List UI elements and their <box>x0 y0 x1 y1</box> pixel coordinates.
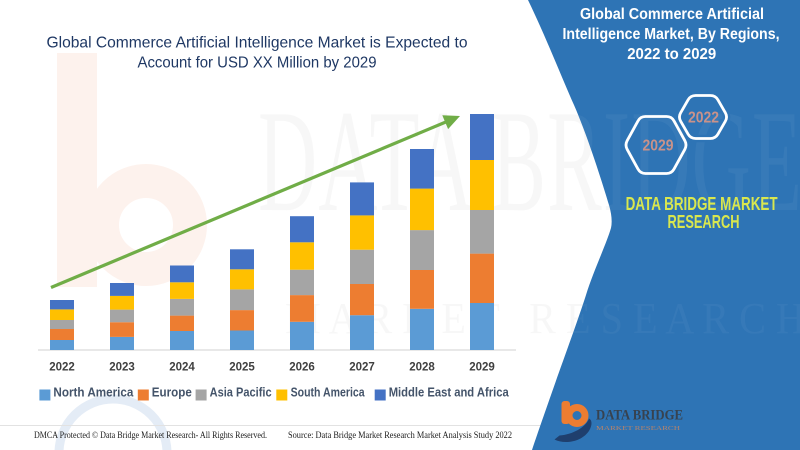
svg-text:DATA BRIDGE MARKET: DATA BRIDGE MARKET <box>626 194 778 214</box>
svg-text:2026: 2026 <box>289 362 315 374</box>
svg-text:DATA BRIDGE: DATA BRIDGE <box>596 408 683 424</box>
svg-text:Global Commerce Artificial: Global Commerce Artificial <box>580 6 764 23</box>
svg-text:RESEARCH: RESEARCH <box>668 212 740 232</box>
svg-text:2022: 2022 <box>688 110 719 127</box>
svg-text:North America: North America <box>53 385 134 400</box>
svg-text:Source: Data Bridge Market Res: Source: Data Bridge Market Research Mark… <box>288 430 512 440</box>
svg-text:Global Commerce Artificial Int: Global Commerce Artificial Intelligence … <box>47 35 468 52</box>
svg-text:2022 to 2029: 2022 to 2029 <box>627 46 716 63</box>
svg-text:Europe: Europe <box>152 385 192 400</box>
svg-text:2023: 2023 <box>109 362 135 374</box>
svg-text:2022: 2022 <box>49 362 75 374</box>
svg-text:2029: 2029 <box>643 138 674 155</box>
svg-text:DMCA Protected © Data Bridge M: DMCA Protected © Data Bridge Market Rese… <box>34 430 267 440</box>
svg-text:Account for USD XX Million by: Account for USD XX Million by 2029 <box>138 55 377 72</box>
svg-text:Intelligence Market, By Region: Intelligence Market, By Regions, <box>563 26 780 43</box>
svg-text:2029: 2029 <box>469 362 495 374</box>
svg-text:2027: 2027 <box>349 362 375 374</box>
svg-text:Asia Pacific: Asia Pacific <box>210 385 272 400</box>
svg-text:2024: 2024 <box>169 362 195 374</box>
svg-text:South America: South America <box>291 385 366 400</box>
svg-text:2025: 2025 <box>229 362 255 374</box>
svg-text:Middle East and Africa: Middle East and Africa <box>389 385 510 400</box>
svg-text:2028: 2028 <box>409 362 435 374</box>
svg-text:MARKET RESEARCH: MARKET RESEARCH <box>596 425 680 432</box>
